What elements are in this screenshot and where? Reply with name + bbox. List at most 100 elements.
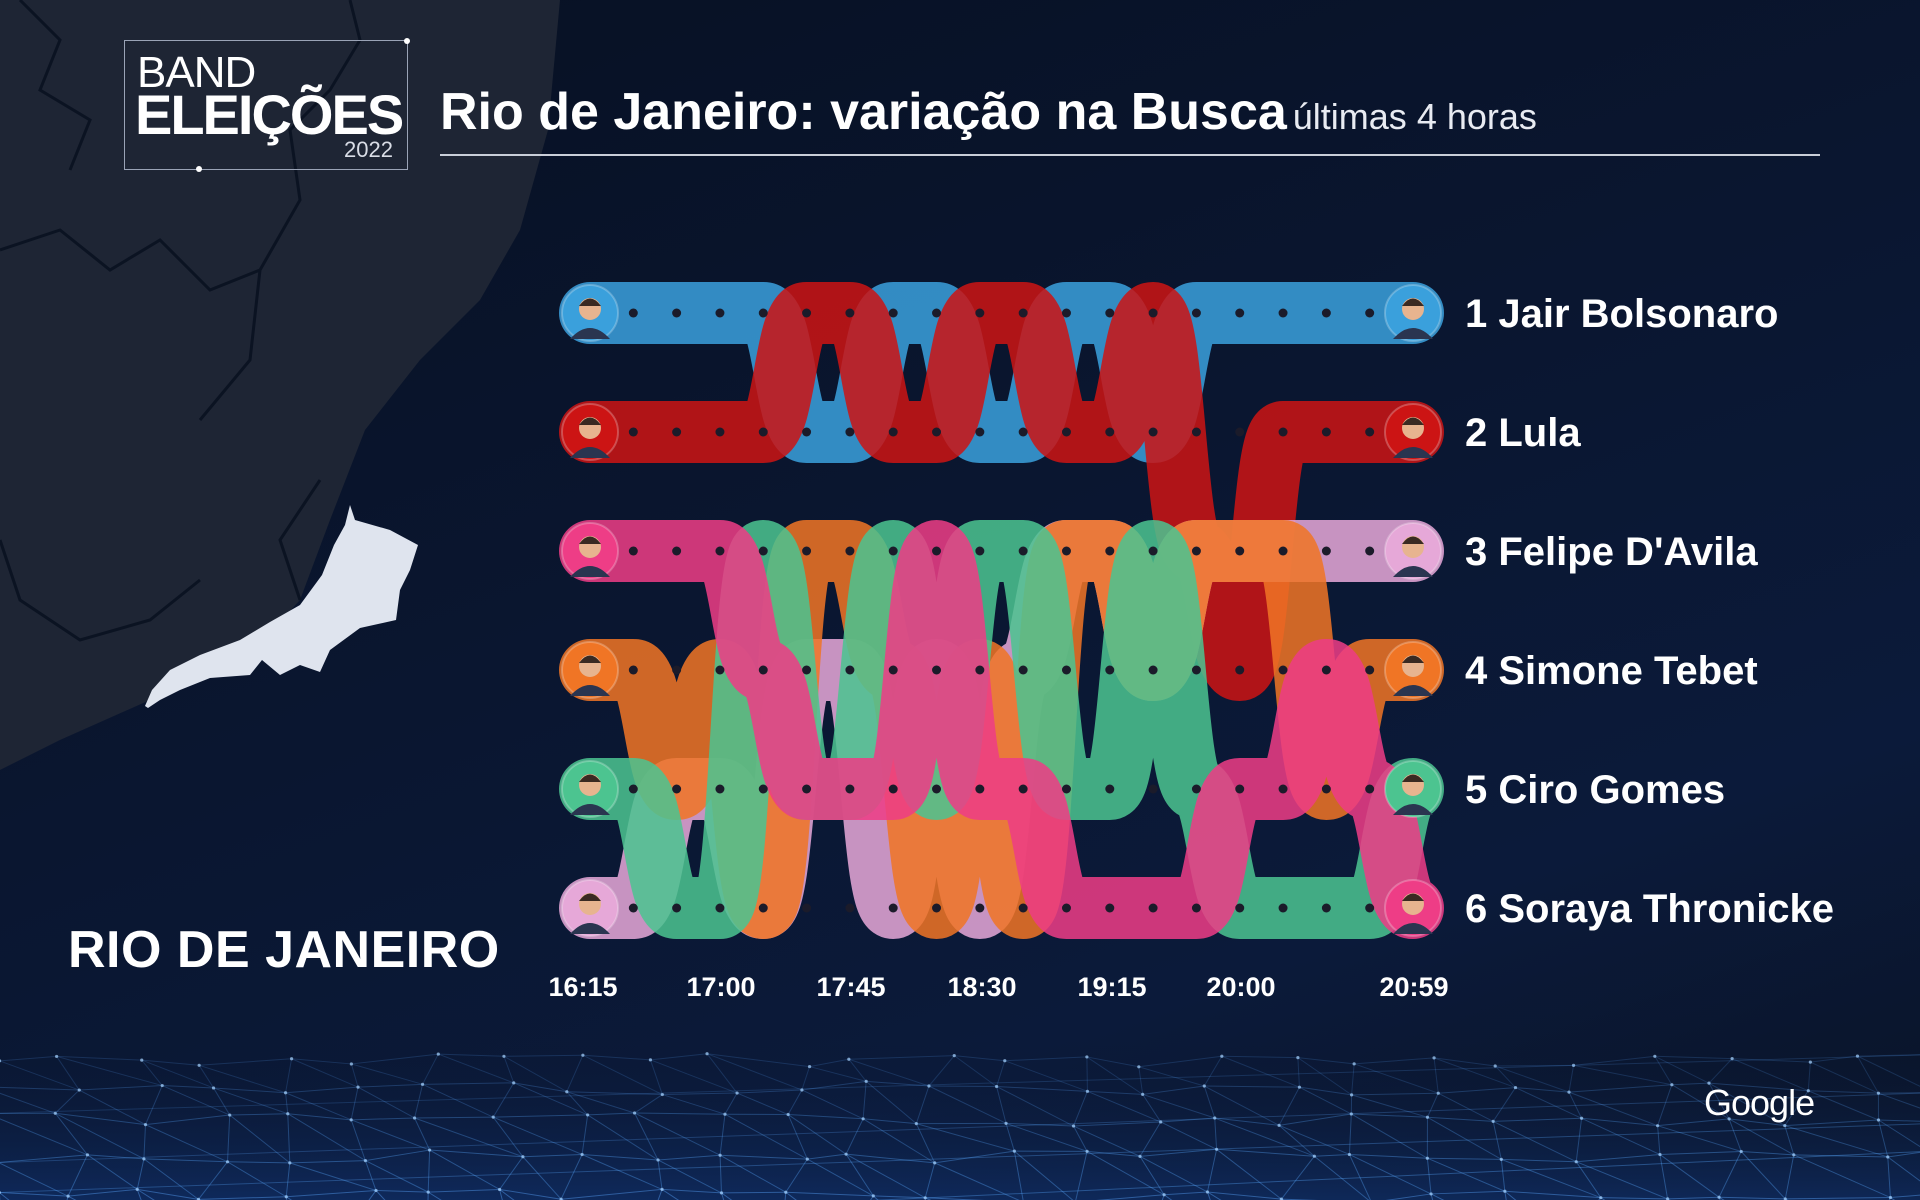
network-line [56,1055,142,1061]
network-line [706,1053,803,1091]
network-line [0,1092,56,1114]
network-line [1075,1151,1088,1200]
network-node [0,1059,2,1063]
network-node [363,1159,368,1163]
network-node [1655,1124,1660,1128]
network-line [1667,1196,1720,1200]
network-line [67,1154,88,1197]
position-dot [888,427,898,437]
network-node [1159,1120,1163,1124]
network-line [1278,1124,1350,1155]
x-tick-label: 16:15 [548,972,617,1002]
network-line [0,1118,88,1156]
network-line [291,1058,359,1088]
network-node [85,1153,90,1157]
position-dot [975,903,985,913]
ranking-label: 3 Felipe D'Avila [1465,530,1758,574]
network-node [735,1091,739,1095]
position-dot [1018,546,1028,556]
network-line [587,1112,635,1116]
position-dot [888,308,898,318]
network-node [1888,1195,1893,1200]
network-line [1431,1190,1505,1195]
network-line [1214,1117,1280,1126]
network-line [1353,1063,1439,1094]
position-dot [672,903,682,913]
network-node [1137,1065,1141,1069]
network-line [522,1153,583,1158]
network-node [1297,1085,1302,1089]
position-dot [758,308,768,318]
network-line [1351,1092,1439,1096]
network-line [287,1113,291,1163]
network-line [1492,1087,1516,1122]
candidate-avatar [1384,879,1442,937]
position-dot [1018,308,1028,318]
network-line [1581,1117,1661,1155]
network-node [283,1091,288,1095]
network-line [706,1053,810,1068]
network-line [145,1085,163,1125]
ranking-label: 4 Simone Tebet [1465,649,1758,693]
network-node [933,1161,937,1165]
network-node [1425,1115,1430,1119]
position-dot [975,308,985,318]
network-line [1214,1117,1315,1157]
network-line [1728,1118,1742,1152]
candidate-avatar [1384,284,1442,342]
avatar-markers [561,284,1442,937]
x-axis-ticks: 16:15 17:00 17:45 18:30 19:15 20:00 20:59 [548,972,1448,1002]
network-line [162,1085,214,1089]
network-node [580,1152,584,1157]
network-node [1220,1054,1224,1058]
network-node [1730,1057,1734,1061]
page-title: Rio de Janeiro: variação na Busca últimas… [440,82,1537,142]
network-line [720,1154,808,1160]
google-logo: Google [1704,1082,1815,1123]
network-node [1491,1119,1495,1124]
position-dot [1278,784,1288,794]
network-line [846,1153,935,1164]
network-line [915,1123,936,1164]
network-line [1501,1158,1577,1163]
position-dot [932,784,942,794]
network-line [954,1055,1005,1062]
network-node [135,1187,139,1191]
network-line [1216,1148,1315,1157]
network-line [1138,1055,1222,1068]
network-line [737,1089,802,1094]
network-node [1277,1123,1281,1127]
network-line [657,1159,722,1194]
network-node [1352,1062,1356,1066]
network-node [196,1197,201,1200]
network-line [1657,1084,1673,1126]
network-line [1492,1120,1577,1163]
network-node [1574,1160,1578,1164]
network-line [785,1158,808,1193]
network-line [136,1189,142,1200]
position-dot [1365,903,1375,913]
network-node [1296,1056,1300,1060]
network-line [787,1089,803,1115]
logo-corner-dot [404,38,410,44]
position-dot [758,427,768,437]
network-node [1739,1149,1743,1154]
network-node [864,1079,868,1083]
network-node [660,1092,664,1097]
network-line [1492,1121,1502,1160]
network-line [934,1150,1015,1164]
network-line [1004,1056,1087,1062]
network-line [499,1189,515,1200]
network-node [55,1054,59,1059]
network-line [996,1086,1088,1092]
network-line [787,1114,808,1160]
network-line [414,1116,494,1119]
network-line [719,1154,787,1193]
position-dot [1235,308,1245,318]
network-line [145,1124,228,1163]
network-node [374,1188,378,1193]
network-line [0,1060,80,1091]
network-line [1504,1191,1507,1200]
network-line [1142,1085,1205,1095]
network-line [503,1056,515,1084]
